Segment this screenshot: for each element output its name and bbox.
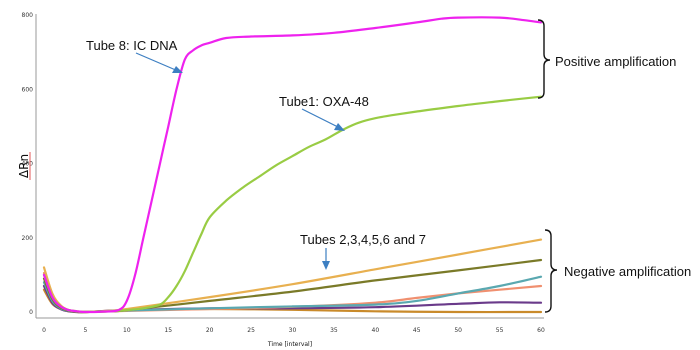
plot-area bbox=[35, 14, 544, 319]
y-tick-label: 600 bbox=[22, 86, 34, 93]
x-tick-label: 50 bbox=[454, 327, 462, 334]
x-tick-label: 55 bbox=[496, 327, 504, 334]
y-tick-label: 800 bbox=[22, 12, 34, 19]
tube1-label: Tube1: OXA-48 bbox=[279, 94, 369, 109]
x-tick-label: 5 bbox=[84, 327, 88, 334]
tube1-arrowhead bbox=[334, 123, 345, 131]
tube1-arrow bbox=[301, 108, 341, 129]
annotations: Tube 8: IC DNA Tube1: OXA-48 Tubes 2,3,4… bbox=[17, 19, 691, 348]
x-tick-label: 25 bbox=[247, 327, 255, 334]
tubes-arrowhead bbox=[322, 261, 330, 270]
y-tick-label: 200 bbox=[22, 235, 34, 242]
x-tick-label: 15 bbox=[164, 327, 172, 334]
x-tick-label: 20 bbox=[206, 327, 214, 334]
series-layer bbox=[42, 16, 543, 314]
series-line bbox=[42, 95, 543, 314]
series-line bbox=[42, 284, 543, 314]
y-tick-label: 0 bbox=[29, 309, 33, 316]
tube8-arrow bbox=[135, 52, 179, 72]
x-tick-label: 60 bbox=[537, 327, 545, 334]
x-tick-label: 30 bbox=[289, 327, 297, 334]
tube8-label: Tube 8: IC DNA bbox=[86, 38, 178, 53]
tube8-arrowhead bbox=[172, 66, 183, 73]
series-line bbox=[42, 16, 543, 314]
x-tick-label: 10 bbox=[123, 327, 131, 334]
x-tick-label: 45 bbox=[413, 327, 421, 334]
x-tick-label: 0 bbox=[42, 327, 46, 334]
y-axis-title: ΔRn bbox=[17, 154, 31, 178]
positive-label: Positive amplification bbox=[555, 54, 676, 69]
series-line bbox=[42, 275, 543, 314]
negative-label: Negative amplification bbox=[564, 264, 691, 279]
x-axis-title: Time [interval] bbox=[267, 341, 312, 348]
x-tick-label: 35 bbox=[330, 327, 338, 334]
series-line bbox=[42, 238, 543, 314]
x-tick-label: 40 bbox=[372, 327, 380, 334]
positive-brace bbox=[537, 19, 551, 99]
tubes-label: Tubes 2,3,4,5,6 and 7 bbox=[300, 232, 426, 247]
negative-brace bbox=[544, 229, 558, 313]
y-tick-label: 400 bbox=[22, 161, 34, 168]
